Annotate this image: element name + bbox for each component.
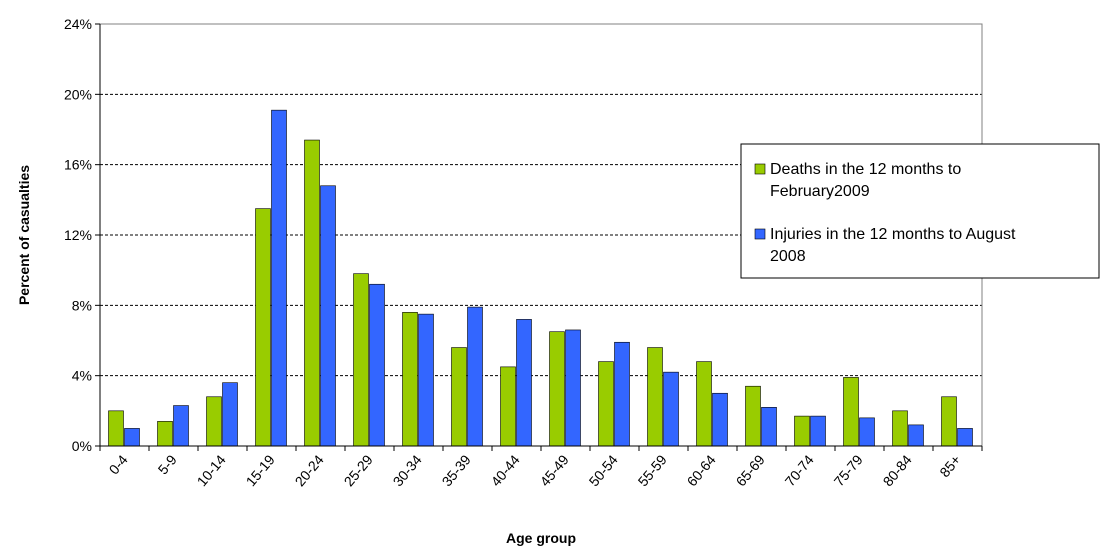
x-tick-label: 65-69 [733,451,768,489]
bar-deaths [304,139,320,447]
bar-deaths [108,410,124,447]
x-tick-label: 50-54 [586,451,621,489]
y-tick-label: 12% [64,227,92,243]
y-tick-label: 16% [64,157,92,173]
bar-deaths [549,331,565,447]
y-tick-label: 8% [72,297,92,313]
bar-injuries [565,329,581,447]
bar-injuries [222,382,238,447]
x-tick-label: 10-14 [194,451,229,489]
legend-box [740,143,1100,279]
x-tick-label: 20-24 [292,451,327,489]
bar-deaths [255,208,271,447]
x-tick-label: 25-29 [341,451,376,489]
bar-deaths [402,312,418,447]
bar-deaths [794,415,810,447]
bar-deaths [353,273,369,447]
bar-injuries [516,319,532,447]
y-tick-label: 0% [72,438,92,454]
bar-deaths [647,347,663,447]
bars [108,109,973,447]
bar-deaths [598,361,614,447]
bar-injuries [810,415,826,447]
x-axis-title: Age group [506,530,576,546]
bar-deaths [696,361,712,447]
x-tick-label: 5-9 [155,451,180,477]
x-tick-label: 45-49 [537,451,572,489]
x-tick-label: 15-19 [243,451,278,489]
legend-swatch [754,228,766,240]
x-tick-label: 40-44 [488,451,523,489]
x-tick-label: 0-4 [106,451,131,477]
bar-injuries [467,306,483,447]
y-axis-title: Percent of casualties [16,165,32,305]
bar-deaths [843,377,859,447]
bar-injuries [271,109,287,447]
bar-deaths [941,396,957,447]
x-tick-label: 70-74 [782,451,817,489]
x-axis-ticks: 0-4 5-9 10-14 15-19 20-24 25-29 30-34 35-39 40-4… [99,446,983,489]
x-tick-label: 80-84 [880,451,915,489]
bar-injuries [761,407,777,447]
x-tick-label: 85+ [936,452,964,480]
bar-deaths [892,410,908,447]
legend-swatch [754,163,766,175]
bar-injuries [320,185,336,447]
legend: Deaths in the 12 months to February2009 In… [740,143,1100,279]
x-tick-label: 55-59 [635,451,670,489]
bar-deaths [157,421,173,447]
x-tick-label: 75-79 [831,451,866,489]
y-tick-label: 24% [64,16,92,32]
bar-injuries [369,283,385,447]
y-tick-label: 20% [64,86,92,102]
bar-injuries [908,424,924,447]
bar-injuries [712,392,728,447]
y-tick-label: 4% [72,368,92,384]
bar-deaths [745,385,761,447]
bar-injuries [859,417,875,447]
bar-injuries [173,405,189,447]
x-tick-label: 60-64 [684,451,719,489]
bar-injuries [418,313,434,447]
bar-deaths [500,366,516,447]
bar-injuries [614,341,630,447]
x-tick-label: 35-39 [439,451,474,489]
bar-injuries [957,428,973,447]
x-tick-label: 30-34 [390,451,425,489]
bar-deaths [451,347,467,447]
legend-label: Deaths in the 12 months to February2009 [770,161,961,200]
bar-injuries [663,371,679,447]
bar-deaths [206,396,222,447]
y-axis-ticks: 0% 4% 8% 12% 16% 20% 24% [64,16,100,454]
legend-label: Injuries in the 12 months to August 2008 [770,226,1016,265]
bar-injuries [124,428,140,447]
